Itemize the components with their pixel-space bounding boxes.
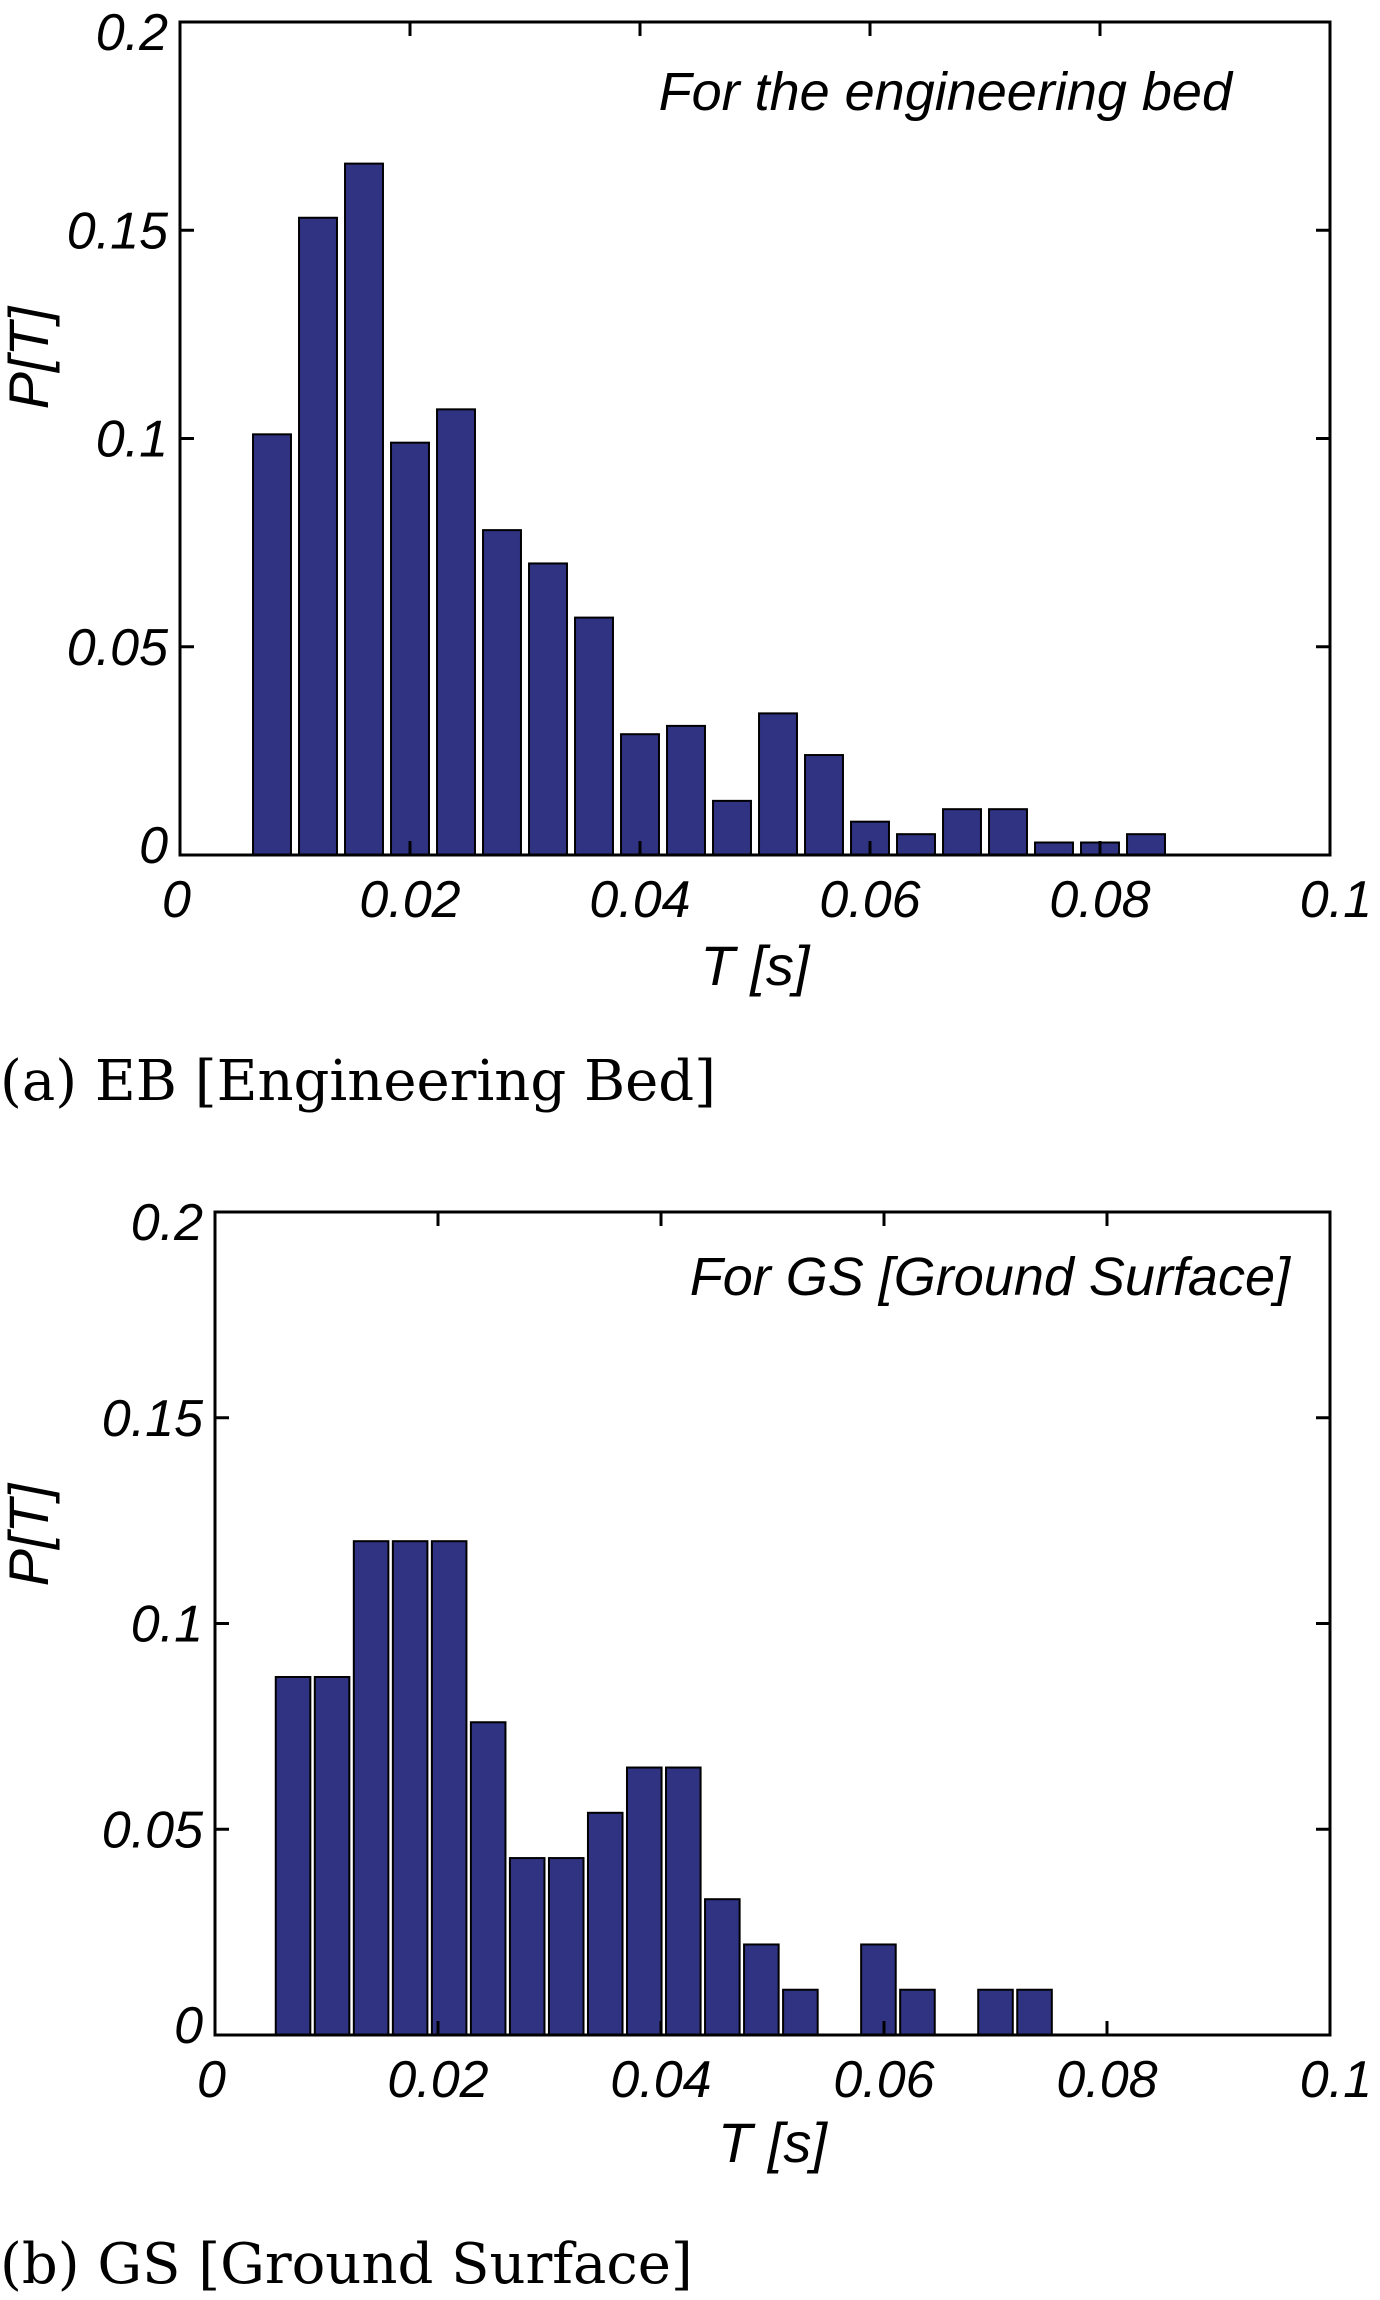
- bar-0-1: [298, 216, 338, 856]
- bar-1-18: [977, 1988, 1014, 2036]
- bar-1-2: [352, 1540, 390, 2036]
- x-tick-label-0-2: 0.04: [589, 871, 690, 929]
- bar-0-4: [436, 408, 476, 856]
- y-tick-label-1-3: 0.15: [102, 1390, 204, 1448]
- x-tick-label-1-3: 0.06: [833, 2051, 934, 2109]
- y-tick-label-1-4: 0.2: [131, 1194, 203, 1252]
- bar-0-12: [804, 754, 844, 856]
- x-tick-label-0-4: 0.08: [1049, 871, 1150, 929]
- bar-0-17: [1034, 841, 1074, 857]
- x-axis-label-0: T [s]: [701, 934, 811, 997]
- bar-1-6: [508, 1857, 546, 2037]
- x-tick-label-0-3: 0.06: [819, 871, 920, 929]
- bar-1-13: [782, 1988, 819, 2036]
- bar-1-12: [743, 1943, 780, 2036]
- y-tick-label-0-3: 0.15: [67, 202, 169, 260]
- x-tick-label-1-4: 0.08: [1056, 2051, 1157, 2109]
- x-tick-label-0-0: 0: [162, 871, 191, 929]
- bar-0-8: [620, 733, 660, 857]
- figure-caption-1: (b) GS [Ground Surface]: [0, 2232, 693, 2297]
- bar-0-2: [344, 162, 384, 857]
- bar-1-8: [586, 1811, 624, 2037]
- bar-1-16: [899, 1988, 936, 2036]
- bar-0-0: [252, 433, 292, 856]
- bar-1-19: [1016, 1988, 1053, 2036]
- bar-1-9: [625, 1766, 663, 2037]
- bar-0-7: [574, 616, 614, 856]
- bar-0-16: [988, 808, 1028, 856]
- bar-1-3: [391, 1540, 429, 2036]
- bar-0-14: [896, 833, 936, 856]
- bar-0-6: [528, 562, 568, 856]
- x-tick-label-1-1: 0.02: [387, 2051, 488, 2109]
- bar-1-7: [547, 1857, 585, 2037]
- y-axis-label-1: P[T]: [0, 1482, 60, 1586]
- bar-0-15: [942, 808, 982, 856]
- bar-1-11: [704, 1898, 741, 2036]
- y-tick-label-0-0: 0: [139, 817, 168, 875]
- x-tick-label-0-1: 0.02: [359, 871, 460, 929]
- chart-annotation-1: For GS [Ground Surface]: [690, 1247, 1292, 1307]
- bar-1-4: [430, 1540, 468, 2036]
- y-tick-label-1-0: 0: [174, 1997, 203, 2055]
- bar-1-1: [313, 1675, 351, 2036]
- y-tick-label-0-1: 0.05: [67, 619, 169, 677]
- figure-caption-0: (a) EB [Engineering Bed]: [0, 1049, 716, 1114]
- bar-0-9: [666, 724, 706, 857]
- x-tick-label-1-0: 0: [197, 2051, 226, 2109]
- x-tick-label-0-5: 0.1: [1300, 871, 1372, 929]
- bar-0-3: [390, 441, 430, 856]
- x-tick-label-1-2: 0.04: [610, 2051, 711, 2109]
- bar-0-5: [482, 529, 522, 856]
- bar-1-15: [860, 1943, 897, 2036]
- bar-0-11: [758, 712, 798, 857]
- bar-1-0: [274, 1675, 312, 2036]
- chart-annotation-0: For the engineering bed: [659, 62, 1234, 122]
- x-tick-label-1-5: 0.1: [1300, 2051, 1372, 2109]
- x-axis-label-1: T [s]: [718, 2111, 828, 2174]
- bar-1-10: [665, 1766, 702, 2037]
- y-tick-label-0-2: 0.1: [96, 411, 168, 469]
- y-axis-label-0: P[T]: [0, 305, 60, 409]
- bar-0-10: [712, 799, 752, 856]
- y-tick-label-1-1: 0.05: [102, 1801, 204, 1859]
- bar-0-19: [1126, 833, 1166, 856]
- y-tick-label-1-2: 0.1: [131, 1596, 203, 1654]
- y-tick-label-0-4: 0.2: [96, 4, 168, 62]
- bar-1-5: [469, 1721, 507, 2036]
